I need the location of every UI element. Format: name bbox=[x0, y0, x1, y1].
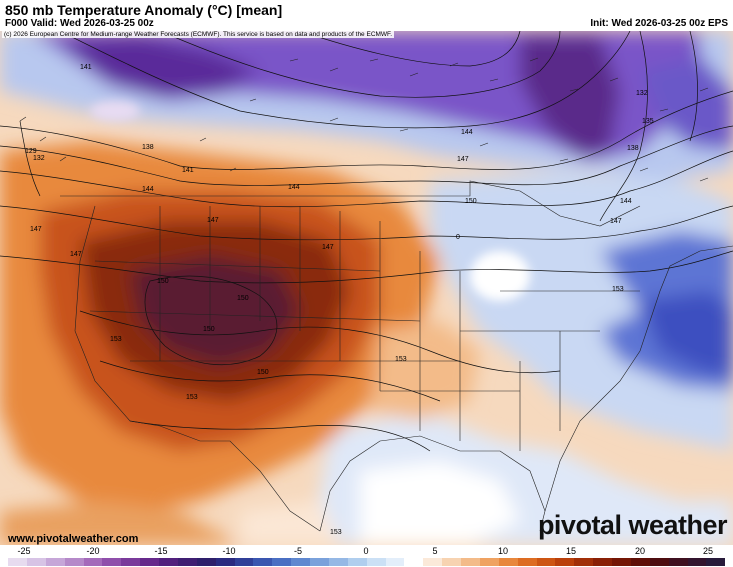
contour-label: 129 bbox=[25, 148, 37, 155]
contour-label: 138 bbox=[142, 144, 154, 151]
colorbar-swatch bbox=[498, 558, 518, 566]
colorbar-tick: 0 bbox=[363, 546, 369, 556]
contour-label: 150 bbox=[203, 326, 215, 333]
colorbar-swatch bbox=[64, 558, 84, 566]
contour-label: 144 bbox=[142, 186, 154, 193]
colorbar-swatch bbox=[83, 558, 103, 566]
colorbar-swatch bbox=[328, 558, 348, 566]
contour-label: 147 bbox=[207, 217, 219, 224]
colorbar-swatch bbox=[517, 558, 537, 566]
colorbar-swatch bbox=[461, 558, 480, 566]
contour-label: 150 bbox=[257, 369, 269, 376]
colorbar-tick: -20 bbox=[86, 546, 100, 556]
colorbar-swatch bbox=[649, 558, 669, 566]
colorbar-tick: 15 bbox=[565, 546, 577, 556]
colorbar-swatch bbox=[26, 558, 46, 566]
colorbar-swatch bbox=[366, 558, 386, 566]
contour-label: 132 bbox=[33, 155, 45, 162]
colorbar-tick: 25 bbox=[702, 546, 714, 556]
colorbar-ticks: -25 -20 -15 -10 -5 0 5 10 15 20 25 bbox=[0, 545, 733, 557]
colorbar-swatch bbox=[215, 558, 235, 566]
map-title: 850 mb Temperature Anomaly (°C) [mean] bbox=[5, 2, 283, 18]
colorbar-swatch bbox=[687, 558, 707, 566]
colorbar-swatch bbox=[253, 558, 273, 566]
colorbar-swatch bbox=[404, 558, 424, 566]
colorbar-swatch bbox=[593, 558, 612, 566]
colorbar-swatch bbox=[45, 558, 65, 566]
contour-label: 147 bbox=[70, 251, 82, 258]
political-borders bbox=[60, 180, 733, 532]
map[interactable]: 141 129 132 138 141 144 147 147 147 144 … bbox=[0, 31, 733, 545]
colorbar-swatch bbox=[102, 558, 122, 566]
colorbar-swatch bbox=[177, 558, 197, 566]
contour-label: 144 bbox=[461, 129, 473, 136]
anomaly-field bbox=[0, 31, 733, 545]
map-canvas: 141 129 132 138 141 144 147 147 147 144 … bbox=[0, 31, 733, 545]
contour-label: 150 bbox=[157, 278, 169, 285]
contour-label: 138 bbox=[627, 145, 639, 152]
colorbar-swatch bbox=[234, 558, 254, 566]
init-time: Init: Wed 2026-03-25 00z EPS bbox=[590, 18, 728, 29]
colorbar-swatch bbox=[8, 558, 27, 566]
contour-labels: 141 129 132 138 141 144 147 147 147 144 … bbox=[25, 64, 654, 536]
colorbar-swatch bbox=[385, 558, 405, 566]
colorbar-tick: -25 bbox=[17, 546, 31, 556]
contour-label: 150 bbox=[237, 295, 249, 302]
colorbar-swatch bbox=[159, 558, 178, 566]
contour-label: 132 bbox=[636, 90, 648, 97]
contour-label: 147 bbox=[610, 218, 622, 225]
contour-label: 153 bbox=[110, 336, 122, 343]
contour-label: 141 bbox=[80, 64, 92, 71]
site-url[interactable]: www.pivotalweather.com bbox=[8, 533, 139, 545]
colorbar-swatch bbox=[479, 558, 499, 566]
brand-logo: pivotal weather bbox=[537, 510, 728, 540]
colorbar-swatch bbox=[612, 558, 631, 566]
colorbar-swatch bbox=[555, 558, 575, 566]
colorbar-swatch bbox=[630, 558, 650, 566]
colorbar-swatch bbox=[196, 558, 216, 566]
colorbar-swatch bbox=[140, 558, 159, 566]
contour-label: 147 bbox=[322, 244, 334, 251]
colorbar-swatch bbox=[706, 558, 726, 566]
contour-label: 0 bbox=[456, 234, 460, 241]
colorbar-tick: -15 bbox=[154, 546, 168, 556]
colorbar-swatch bbox=[668, 558, 688, 566]
colorbar-swatch bbox=[423, 558, 443, 566]
contour-label: 147 bbox=[30, 226, 42, 233]
colorbar-swatch bbox=[347, 558, 367, 566]
contour-label: 153 bbox=[395, 356, 407, 363]
data-credit: (c) 2026 European Centre for Medium-rang… bbox=[2, 31, 395, 38]
colorbar-tick: -5 bbox=[293, 546, 303, 556]
colorbar-swatch bbox=[536, 558, 556, 566]
colorbar-tick: 5 bbox=[432, 546, 438, 556]
contour-label: 150 bbox=[465, 198, 477, 205]
colorbar-tick: 10 bbox=[497, 546, 509, 556]
contour-label: 153 bbox=[186, 394, 198, 401]
contour-label: 141 bbox=[182, 167, 194, 174]
contour-label: 144 bbox=[620, 198, 632, 205]
valid-time: F000 Valid: Wed 2026-03-25 00z bbox=[5, 18, 154, 29]
colorbar-swatch bbox=[442, 558, 461, 566]
colorbar: -25 -20 -15 -10 -5 0 5 10 15 20 25 bbox=[0, 545, 733, 567]
contour-label: 135 bbox=[642, 118, 654, 125]
contour-label: 153 bbox=[330, 529, 342, 536]
contour-label: 153 bbox=[612, 286, 624, 293]
colorbar-swatch bbox=[272, 558, 292, 566]
contour-label: 144 bbox=[288, 184, 300, 191]
colorbar-tick: -10 bbox=[222, 546, 236, 556]
height-contours bbox=[0, 31, 733, 452]
colorbar-swatch bbox=[121, 558, 141, 566]
colorbar-swatch bbox=[574, 558, 594, 566]
colorbar-tick: 20 bbox=[634, 546, 646, 556]
colorbar-strip bbox=[8, 558, 726, 566]
contour-label: 147 bbox=[457, 156, 469, 163]
header: 850 mb Temperature Anomaly (°C) [mean] F… bbox=[0, 0, 733, 32]
colorbar-swatch bbox=[310, 558, 329, 566]
colorbar-swatch bbox=[291, 558, 310, 566]
wind-barbs bbox=[19, 57, 709, 182]
